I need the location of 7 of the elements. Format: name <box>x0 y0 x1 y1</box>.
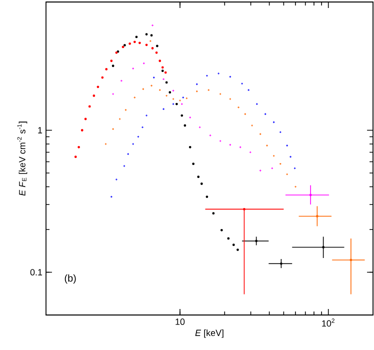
y-tick-label: 1 <box>38 127 42 134</box>
y-axis-title: E F$_{E}$ [keV cm$^{-2}$ s$^{-1}$] <box>17 122 28 196</box>
x-axis-title: E [keV] <box>195 329 224 338</box>
annotation: (b) <box>64 274 76 284</box>
x-tick-label: 10 <box>176 318 185 325</box>
x-tick-label: 10$^{2}$ <box>322 318 334 327</box>
y-tick-label: 0.1 <box>30 269 42 276</box>
